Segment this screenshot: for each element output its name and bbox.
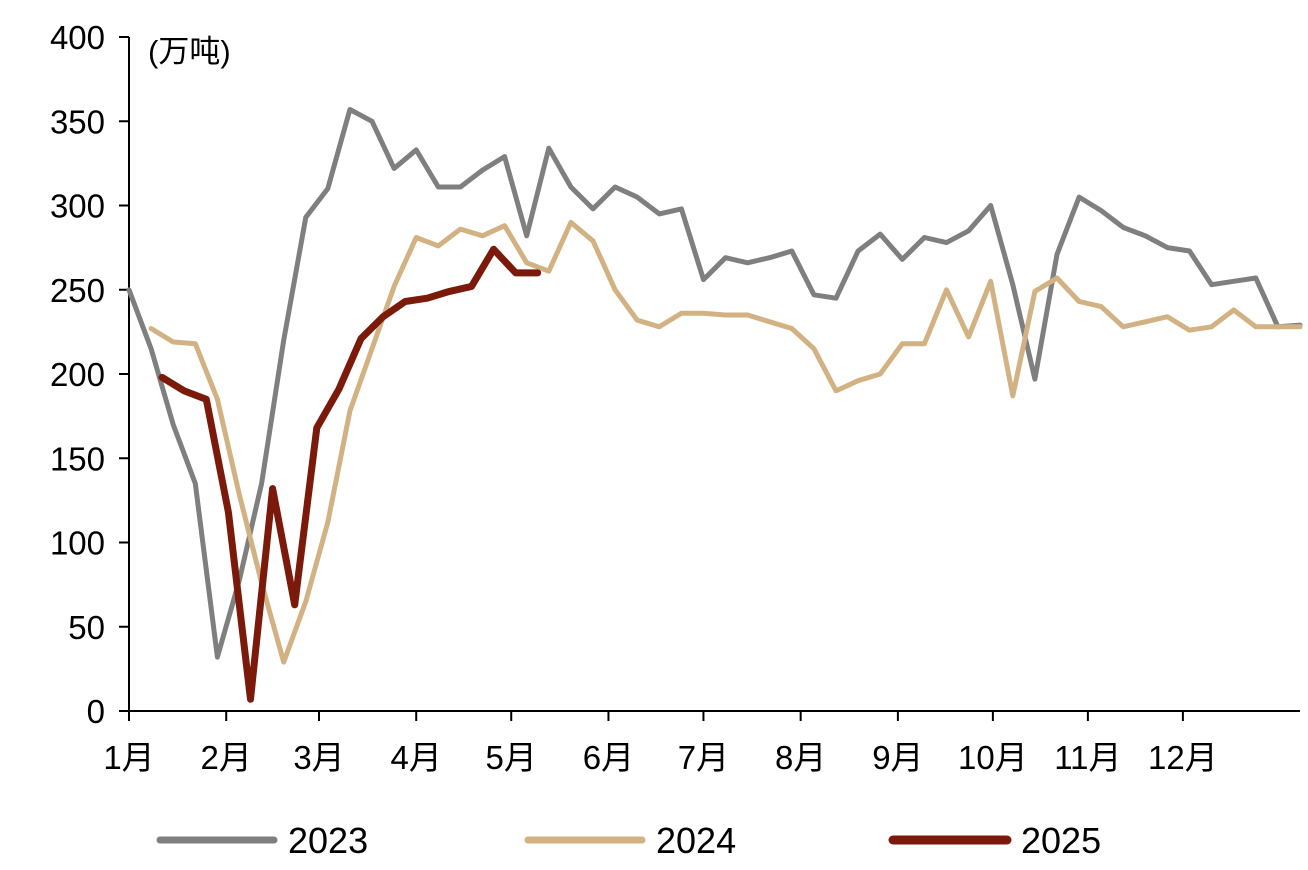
y-tick-label: 250 [50,272,105,309]
x-tick-label: 12月 [1148,739,1218,776]
legend: 2023 2024 2025 [156,820,1101,861]
x-tick-labels: 1月 2月 3月 4月 5月 6月 7月 8月 9月 10月 11月 12月 [103,739,1217,776]
y-unit-label: (万吨) [148,34,231,69]
x-tick-label: 10月 [958,739,1028,776]
y-tick-label: 400 [50,19,105,56]
x-tick-label: 3月 [293,739,344,776]
series-line-2025 [158,245,542,703]
x-tick-label: 7月 [678,739,729,776]
x-tick-label: 5月 [486,739,537,776]
x-tick-label: 1月 [103,739,154,776]
y-tick-label: 50 [68,609,105,646]
legend-label-2024: 2024 [656,820,736,861]
legend-label-2023: 2023 [288,820,368,861]
x-tick-label: 9月 [872,739,923,776]
series-lines [126,107,1303,703]
x-tick-label: 6月 [583,739,634,776]
y-tick-label: 0 [87,693,105,730]
y-tick-label: 350 [50,103,105,140]
legend-label-2025: 2025 [1021,820,1101,861]
x-tick-label: 4月 [391,739,442,776]
series-line-2024 [148,219,1303,665]
x-tick-label: 8月 [775,739,826,776]
series-line-2023 [126,107,1303,660]
x-tick-label: 2月 [201,739,252,776]
y-tick-label: 100 [50,525,105,562]
x-tick-label: 11月 [1054,739,1121,776]
y-tick-label: 300 [50,188,105,225]
axes [119,36,1300,721]
y-tick-label: 200 [50,356,105,393]
y-tick-labels: 0 50 100 150 200 250 300 350 400 [50,19,105,730]
y-tick-label: 150 [50,440,105,477]
